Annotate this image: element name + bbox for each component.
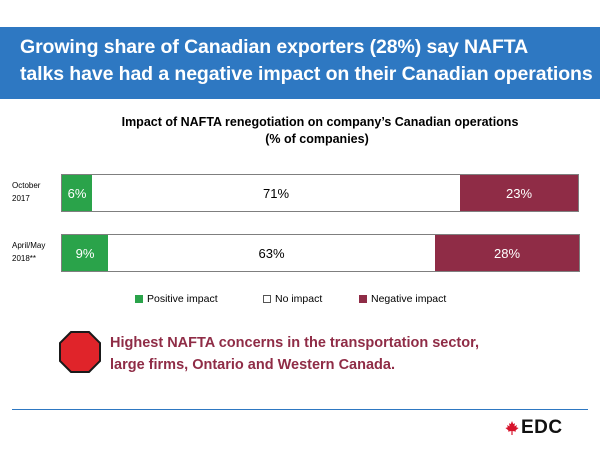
data-label: 6%: [67, 185, 87, 201]
chart-subtitle: (% of companies): [265, 132, 369, 146]
category-label-line: April/May: [12, 241, 46, 250]
legend-label: No impact: [275, 293, 323, 305]
footer-divider: [12, 409, 588, 410]
header-banner: Growing share of Canadian exporters (28%…: [0, 27, 600, 99]
category-label: April/May 2018**: [12, 239, 45, 265]
bar-segment: 71%: [92, 174, 460, 212]
legend-label: Positive impact: [147, 293, 218, 305]
maple-leaf-icon: [505, 421, 519, 435]
bar-segment: 28%: [435, 234, 580, 272]
bar-segment: 23%: [460, 174, 579, 212]
callout-line-2: large firms, Ontario and Western Canada.: [110, 357, 395, 373]
callout-text: Highest NAFTA concerns in the transporta…: [110, 332, 479, 376]
data-label: 71%: [262, 185, 290, 201]
legend-swatch: [359, 295, 367, 303]
legend-label: Negative impact: [371, 293, 447, 305]
category-label-line: October: [12, 181, 41, 190]
legend-item: Negative impact: [359, 293, 446, 305]
data-label: 23%: [505, 185, 533, 201]
data-label: 9%: [75, 245, 95, 261]
category-label-line: 2017: [12, 194, 30, 203]
legend-item: No impact: [263, 293, 322, 305]
chart-title: Impact of NAFTA renegotiation on company…: [121, 115, 519, 129]
page-title-line-1: Growing share of Canadian exporters (28%…: [20, 36, 529, 58]
data-label: 63%: [258, 245, 285, 261]
stop-sign-icon: [59, 331, 101, 373]
data-label: 28%: [493, 245, 521, 261]
bar-segment: 9%: [61, 234, 108, 272]
bar-segment: 63%: [108, 234, 435, 272]
category-label-line: 2018**: [12, 254, 37, 263]
logo-text: EDC: [521, 417, 563, 438]
legend-item: Positive impact: [135, 293, 218, 305]
legend-swatch: [135, 295, 143, 303]
edc-logo: EDC: [504, 417, 563, 439]
bar-segment: 6%: [61, 174, 92, 212]
page-title-line-2: talks have had a negative impact on thei…: [20, 63, 593, 85]
callout-line-1: Highest NAFTA concerns in the transporta…: [110, 335, 479, 351]
legend-swatch: [263, 295, 271, 303]
category-label: October 2017: [12, 179, 40, 205]
